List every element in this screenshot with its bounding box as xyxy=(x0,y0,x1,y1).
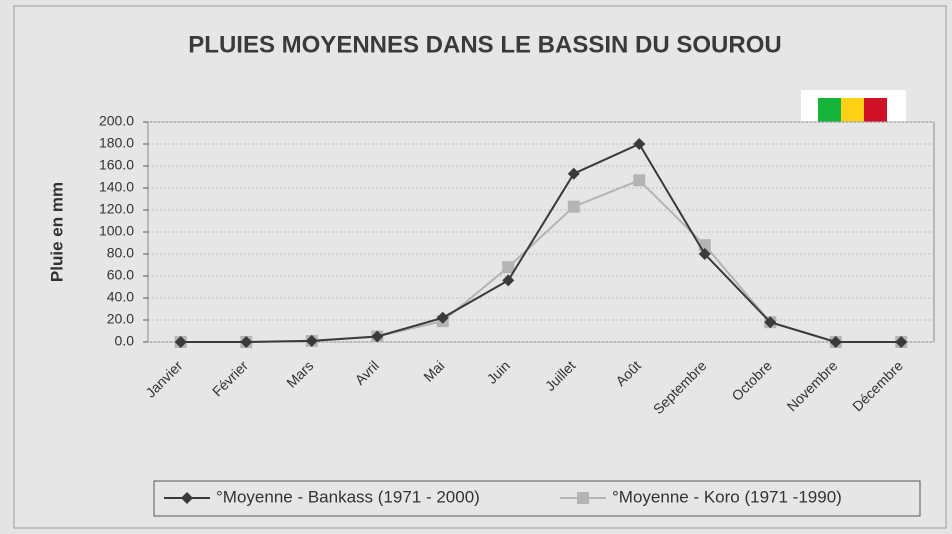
marker xyxy=(633,174,646,187)
chart-title: PLUIES MOYENNES DANS LE BASSIN DU SOUROU xyxy=(188,31,781,58)
marker xyxy=(829,336,842,348)
y-axis-label: Pluie en mm xyxy=(47,182,66,282)
marker xyxy=(174,336,187,348)
y-tick-label: 100.0 xyxy=(99,223,134,239)
y-tick-label: 120.0 xyxy=(99,201,134,217)
y-tick-label: 40.0 xyxy=(107,289,134,305)
marker xyxy=(436,311,449,324)
y-tick-label: 200.0 xyxy=(99,113,134,129)
y-tick-label: 80.0 xyxy=(107,245,134,261)
marker xyxy=(567,167,580,180)
legend xyxy=(153,480,921,517)
legend-label: °Moyenne - Koro (1971 -1990) xyxy=(612,487,842,506)
marker xyxy=(502,274,515,287)
series-line xyxy=(180,142,902,343)
y-tick-label: 140.0 xyxy=(99,179,134,195)
marker xyxy=(895,336,908,348)
marker xyxy=(305,334,318,347)
marker xyxy=(567,200,580,213)
marker xyxy=(633,138,646,150)
marker xyxy=(240,336,253,348)
marker xyxy=(371,330,384,343)
marker xyxy=(502,261,515,274)
y-tick-label: 160.0 xyxy=(99,157,134,173)
legend-marker xyxy=(181,492,193,504)
y-tick-label: 180.0 xyxy=(99,135,134,151)
y-tick-label: 60.0 xyxy=(107,267,134,283)
y-tick-label: 20.0 xyxy=(107,311,134,327)
legend-label: °Moyenne - Bankass (1971 - 2000) xyxy=(216,487,480,506)
marker xyxy=(764,316,777,329)
marker xyxy=(698,248,711,260)
y-tick-label: 0.0 xyxy=(115,333,135,349)
legend-marker xyxy=(577,492,589,504)
